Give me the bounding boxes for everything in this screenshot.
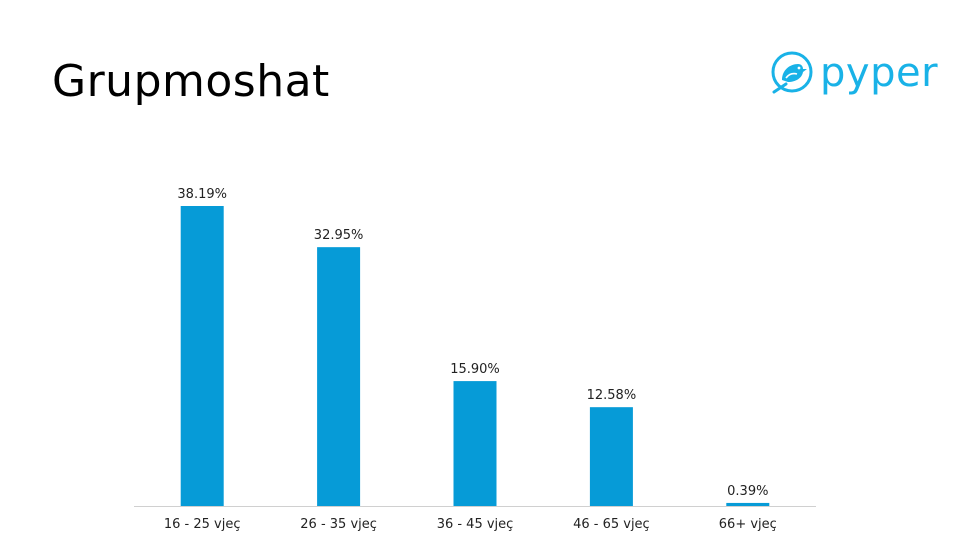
bar-3	[453, 381, 497, 506]
bar-2	[317, 247, 361, 507]
x-tick-label-4: 46 - 65 vjeç	[573, 517, 650, 532]
x-tick-label-2: 26 - 35 vjeç	[300, 517, 377, 532]
page-title: Grupmoshat	[52, 56, 330, 107]
value-labels-group: 38.19% 32.95% 15.90% 12.58% 0.39%	[177, 187, 768, 499]
data-label-5: 0.39%	[727, 484, 768, 499]
bird-logo-icon	[771, 51, 813, 94]
x-tick-label-5: 66+ vjeç	[719, 517, 777, 532]
data-label-1: 38.19%	[177, 187, 227, 202]
pyper-logo: pyper	[768, 50, 938, 96]
data-label-3: 15.90%	[450, 362, 500, 377]
data-label-2: 32.95%	[314, 228, 364, 243]
logo-text: pyper	[820, 50, 939, 96]
bar-5	[726, 502, 770, 506]
data-label-4: 12.58%	[587, 388, 637, 403]
bar-4	[589, 407, 633, 506]
bars-group	[180, 206, 770, 507]
bar-1	[180, 206, 224, 506]
x-tick-labels-group: 16 - 25 vjeç 26 - 35 vjeç 36 - 45 vjeç 46 -…	[164, 517, 777, 532]
x-tick-label-3: 36 - 45 vjeç	[437, 517, 514, 532]
x-tick-label-1: 16 - 25 vjeç	[164, 517, 241, 532]
